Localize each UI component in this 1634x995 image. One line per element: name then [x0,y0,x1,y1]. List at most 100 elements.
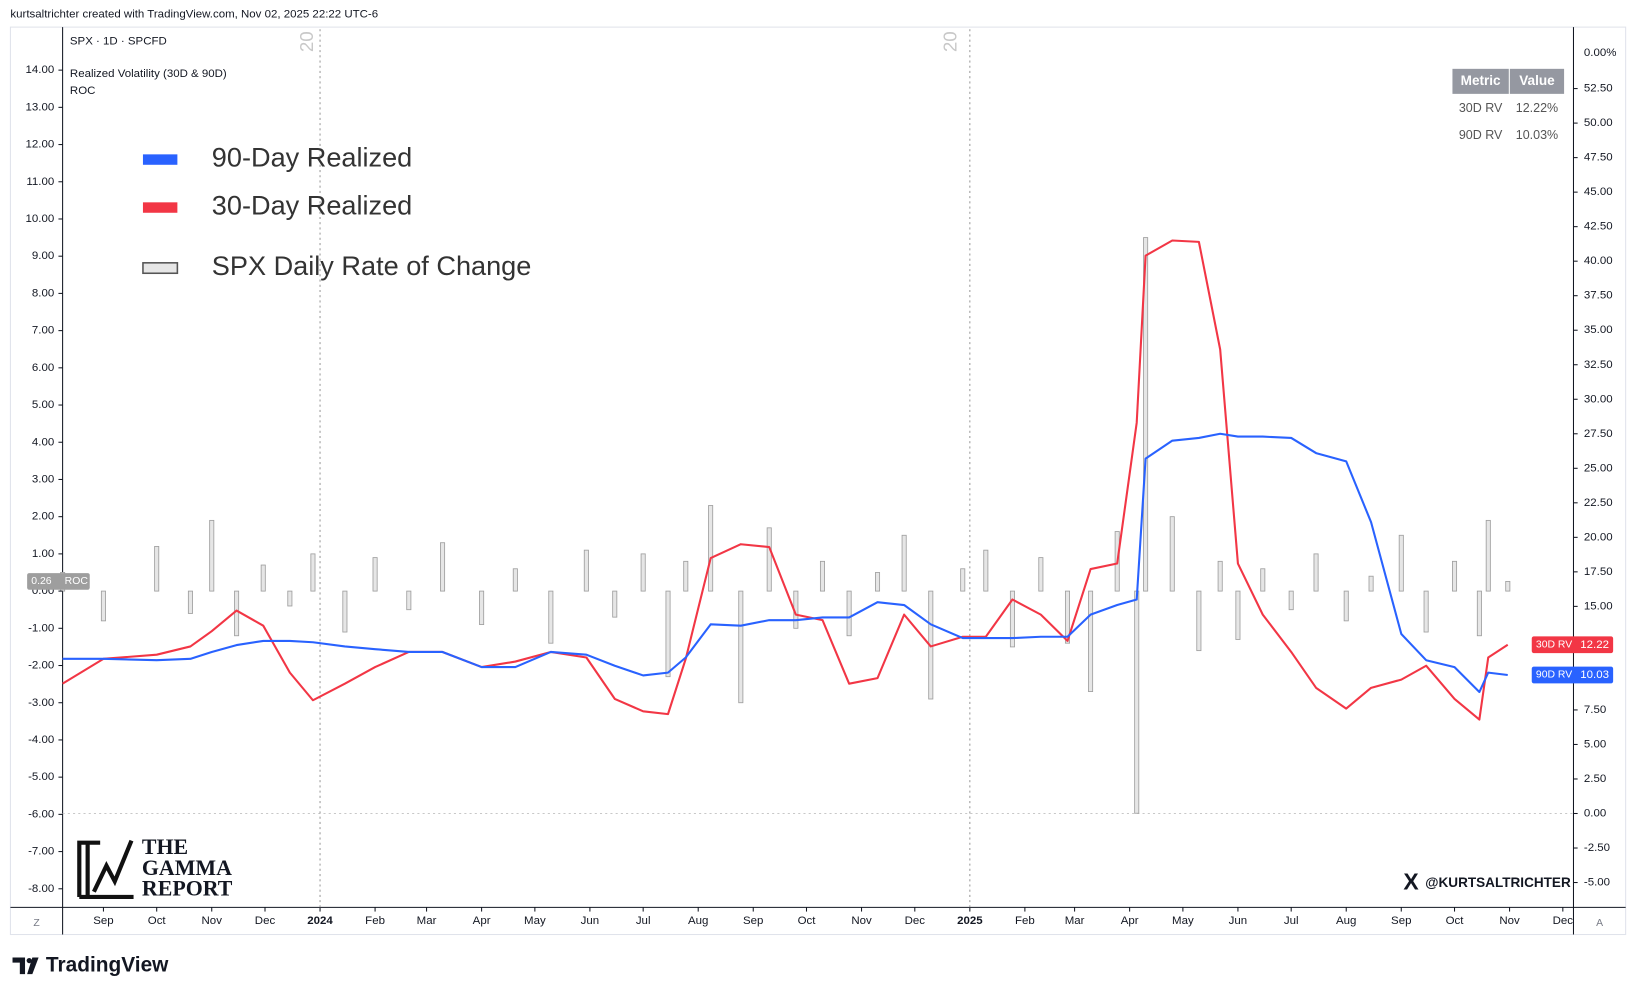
y2-tick-label: 50.00 [1584,117,1613,129]
roc-bar [1196,590,1202,652]
y-tick-label: 9.00 [32,250,54,262]
y-tick-label: 2.00 [32,511,54,523]
y-tick-label: 13.00 [26,101,55,113]
y2-tick-label: 2.50 [1584,773,1606,785]
roc-bar [406,590,412,611]
x-tick-label: Oct [798,915,817,927]
roc-bar [1452,560,1458,592]
axis-button[interactable]: A [1596,918,1603,929]
y-tick-label: 3.00 [32,473,54,485]
footer-brand: TradingView [46,953,169,976]
roc-bar [1398,534,1404,592]
x-tick-label: Dec [255,915,276,927]
roc-bar [1343,590,1349,622]
roc-bar [310,553,316,592]
x-tick-label: Aug [1336,915,1356,927]
x-tick-label: Mar [1065,915,1085,927]
y2-top-label: 0.00% [1584,47,1617,59]
roc-bar [1476,590,1482,637]
axis-button[interactable]: Z [33,918,40,929]
roc-bar [1313,553,1319,592]
roc-bar [901,534,907,592]
y-tick-label: -5.00 [28,771,54,783]
x-tick-label: Nov [851,915,872,927]
session-mark: 20 [940,31,961,52]
roc-bar [512,568,518,592]
header: kurtsaltrichter created with TradingView… [10,9,378,21]
roc-bar [846,590,852,637]
x-tick-label: Dec [1553,915,1574,927]
session-mark: 20 [296,31,317,52]
price-tag-name: 30D RV [1536,640,1572,651]
roc-tag [27,573,90,590]
roc-bar [1235,590,1241,640]
y-tick-label: -1.00 [28,622,54,634]
y-tick-label: -6.00 [28,808,54,820]
y-tick-label: 4.00 [32,436,54,448]
roc-bar [342,590,348,633]
rv-line [62,432,1508,694]
chart-frame [9,26,1627,936]
y2-tick-label: 32.50 [1584,359,1613,371]
y-tick-label: 14.00 [26,64,55,76]
price-tag-name: 90D RV [1536,670,1572,681]
price-tag-value: 10.03 [1580,669,1609,681]
y2-tick-label: 40.00 [1584,255,1613,267]
y2-tick-label: 20.00 [1584,531,1613,543]
roc-tag-name: ROC [65,576,89,587]
roc-bar [1288,590,1294,611]
x-tick-label: Feb [1015,915,1035,927]
table-cell: 10.03% [1516,128,1558,142]
indicator-label: ROC [70,85,96,97]
y2-tick-label: 25.00 [1584,462,1613,474]
legend-label: 90-Day Realized [212,142,412,173]
y-tick-label: 7.00 [32,325,54,337]
roc-bar [640,553,646,592]
x-tick-label: Nov [1499,915,1520,927]
table-header: Metric [1461,73,1501,88]
logo-text: THE [142,834,188,859]
y2-tick-label: 7.50 [1584,704,1606,716]
roc-bar [234,590,240,637]
x-tick-label: Oct [1446,915,1465,927]
x-tick-label: Jun [581,915,600,927]
y-tick-label: 1.00 [32,548,54,560]
y2-tick-label: 35.00 [1584,324,1613,336]
roc-bar [372,557,378,592]
x-tick-label: Dec [905,915,926,927]
x-tick-label: Nov [202,915,223,927]
roc-bar [154,546,160,592]
y-tick-label: 8.00 [32,287,54,299]
roc-bar [1260,568,1266,592]
legend-swatch [142,202,178,213]
x-icon: X [1403,868,1419,894]
y2-tick-label: -2.50 [1584,842,1610,854]
roc-bar [683,560,689,592]
logo-text: REPORT [142,876,233,901]
y2-tick-label: 0.00 [1584,808,1606,820]
x-tick-label: Jul [636,915,651,927]
price-tag-value: 12.22 [1580,639,1609,651]
legend-label: SPX Daily Rate of Change [212,250,532,281]
y2-tick-label: 30.00 [1584,393,1613,405]
roc-bar [440,542,446,592]
logo: THE GAMMA REPORT [77,834,233,901]
x-tick-label: Jun [1229,915,1248,927]
roc-bar [260,564,266,592]
roc-bar [209,519,215,592]
roc-bar [583,549,589,592]
logo-text: GAMMA [142,855,232,880]
table-cell: 12.22% [1516,101,1558,115]
x-tick-label: Jul [1284,915,1299,927]
roc-bar [875,572,881,592]
metric-table: Metric Value 30D RV 12.22% 90D RV 10.03% [1452,68,1565,142]
roc-bar [100,590,106,622]
y-tick-label: 11.00 [26,176,54,188]
x-tick-label: Apr [473,915,491,927]
y2-tick-label: 27.50 [1584,428,1613,440]
price-tag [1531,666,1614,684]
y-tick-label: -8.00 [28,883,54,895]
table-header-cell [1452,68,1509,94]
y-tick-label: 12.00 [26,139,55,151]
